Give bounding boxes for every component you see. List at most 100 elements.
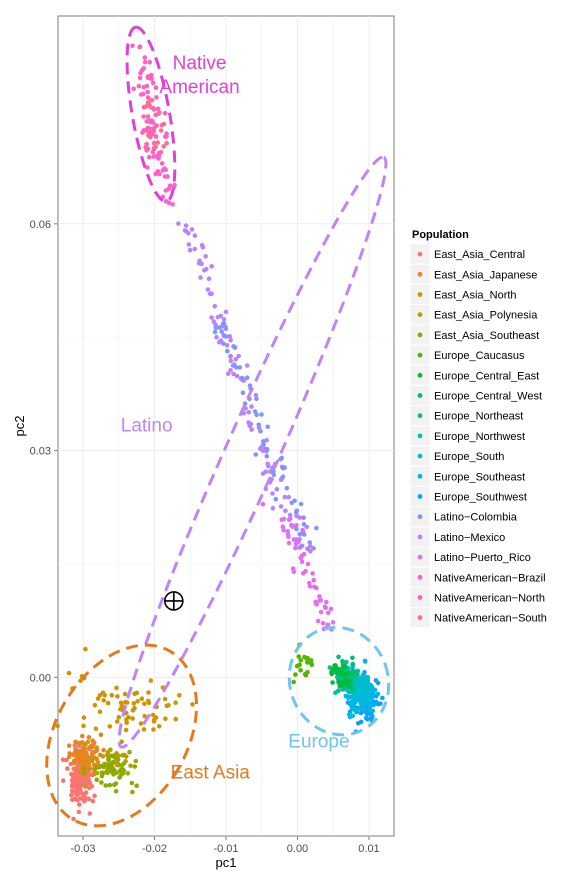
- data-point: [296, 539, 301, 545]
- data-point: [340, 658, 345, 664]
- data-point: [77, 802, 82, 807]
- legend-label: Europe_Northwest: [434, 431, 525, 443]
- data-point: [90, 798, 96, 804]
- data-point: [200, 244, 206, 250]
- data-point: [302, 671, 308, 677]
- data-point: [77, 753, 83, 758]
- data-point: [105, 700, 111, 706]
- data-point: [166, 200, 172, 206]
- circle-plus-marker: [164, 591, 184, 611]
- data-point: [254, 412, 259, 418]
- data-point: [83, 783, 88, 789]
- legend-label: NativeAmerican−Brazil: [434, 572, 546, 584]
- data-point: [231, 371, 236, 377]
- data-point: [81, 745, 86, 751]
- data-point: [209, 315, 214, 320]
- data-point: [130, 789, 135, 795]
- data-point: [380, 695, 385, 701]
- data-point: [99, 780, 104, 785]
- data-point: [345, 670, 351, 676]
- data-point: [219, 329, 224, 335]
- data-point: [114, 685, 119, 691]
- data-point: [162, 174, 168, 179]
- data-point: [308, 543, 313, 549]
- data-point: [330, 669, 335, 674]
- y-tick-label: 0.03: [30, 446, 51, 458]
- data-point: [265, 461, 271, 467]
- data-point: [136, 83, 142, 89]
- data-point: [258, 428, 263, 434]
- cluster-ellipse: [45, 643, 198, 828]
- data-point: [141, 727, 147, 732]
- data-point: [76, 782, 81, 788]
- data-point: [330, 620, 336, 625]
- legend-swatch: [417, 393, 423, 398]
- data-point: [314, 525, 319, 531]
- data-point: [299, 553, 305, 558]
- data-point: [367, 707, 373, 712]
- data-point: [138, 721, 144, 726]
- data-point: [249, 404, 254, 409]
- data-point: [324, 599, 329, 605]
- data-point: [362, 658, 368, 664]
- cluster-label: Native American: [159, 53, 239, 98]
- data-point: [228, 358, 234, 364]
- data-point: [155, 106, 161, 112]
- cluster-ellipses: [45, 25, 391, 828]
- data-point: [310, 571, 315, 576]
- data-point: [145, 75, 151, 81]
- data-point: [158, 128, 164, 133]
- data-point: [305, 546, 310, 552]
- legend-label: Latino−Colombia: [434, 512, 518, 524]
- data-point: [132, 705, 137, 711]
- data-point: [73, 739, 78, 745]
- legend-swatch: [417, 433, 423, 439]
- plot-panel: [57, 15, 395, 837]
- legend-swatch: [417, 312, 423, 318]
- data-point: [141, 104, 147, 110]
- legend: Population East_Asia_Central East_Asia_Ja…: [409, 229, 547, 629]
- data-point: [119, 704, 125, 709]
- data-point: [161, 121, 167, 127]
- data-point: [190, 702, 195, 707]
- data-point: [151, 727, 156, 732]
- data-point: [293, 509, 299, 515]
- data-point: [351, 673, 356, 679]
- data-point: [97, 709, 103, 714]
- data-point: [151, 125, 157, 131]
- data-point: [134, 783, 139, 788]
- data-point: [71, 816, 76, 822]
- data-point: [95, 696, 101, 701]
- data-point: [111, 767, 117, 773]
- data-point: [115, 757, 121, 762]
- data-point: [355, 671, 360, 676]
- data-point: [279, 455, 285, 461]
- data-point: [373, 678, 379, 683]
- data-point: [151, 140, 157, 146]
- data-point: [261, 439, 266, 444]
- data-point: [94, 748, 99, 754]
- data-point: [145, 89, 150, 95]
- data-point: [161, 144, 166, 149]
- cluster-ellipse: [117, 155, 388, 749]
- data-point: [359, 692, 365, 697]
- data-point: [138, 70, 143, 76]
- data-point: [354, 676, 360, 682]
- data-point: [350, 688, 356, 694]
- data-point: [364, 712, 370, 717]
- data-point: [228, 338, 233, 343]
- data-point: [72, 752, 77, 758]
- data-point: [106, 757, 111, 763]
- data-point: [66, 754, 72, 760]
- legend-swatch: [417, 352, 423, 358]
- data-point: [197, 258, 202, 264]
- data-point: [98, 732, 104, 738]
- data-point: [327, 665, 333, 670]
- data-point: [286, 540, 292, 546]
- data-point: [133, 758, 139, 764]
- data-point: [120, 767, 126, 772]
- data-point: [278, 504, 284, 509]
- data-point: [65, 766, 70, 771]
- data-point: [336, 688, 341, 693]
- data-point: [69, 792, 74, 798]
